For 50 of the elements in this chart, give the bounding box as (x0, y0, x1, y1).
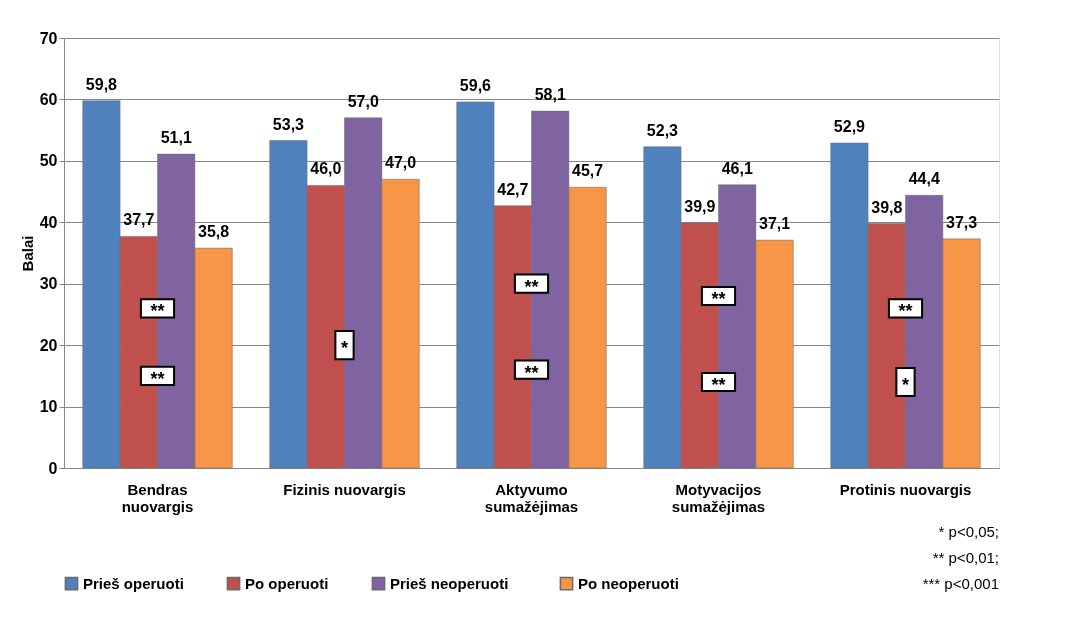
x-tick-label: Protinis nuovargis (839, 480, 972, 498)
annotation: * (340, 338, 349, 359)
data-label: 37,7 (123, 211, 155, 229)
data-label: 51,1 (160, 129, 192, 147)
data-label: 52,9 (833, 118, 866, 136)
text: *** p<0,001 (922, 575, 999, 592)
y-axis-title: Balai (18, 235, 36, 272)
y-tick-label: 20 (39, 336, 58, 354)
data-label: 57,0 (347, 92, 379, 110)
text: ** p<0,01; (932, 549, 999, 566)
text: * p<0,05; (938, 523, 999, 540)
y-tick-label: 40 (39, 213, 58, 231)
annotation: ** (898, 301, 913, 322)
y-tick-label: 10 (39, 398, 58, 416)
data-label: 59,6 (459, 76, 492, 94)
data-label: 58,1 (534, 86, 566, 104)
data-label: 46,1 (721, 159, 753, 177)
legend-label: Po neoperuoti (578, 574, 679, 592)
y-tick-label: 60 (39, 90, 58, 108)
data-label: 59,8 (85, 75, 118, 93)
data-label: 42,7 (497, 180, 529, 198)
legend-label: Prieš neoperuoti (390, 574, 509, 592)
data-label: 46,0 (310, 160, 342, 178)
data-label: 47,0 (385, 154, 417, 172)
annotation: * (901, 375, 910, 395)
y-tick-label: 30 (39, 275, 58, 293)
data-label: 52,3 (646, 121, 679, 139)
legend-label: Prieš operuoti (83, 574, 184, 592)
annotation: ** (711, 375, 726, 395)
data-label: 53,3 (272, 115, 305, 133)
x-tick-label: Bendras nuovargis (121, 480, 194, 515)
data-label: 37,3 (946, 213, 978, 231)
y-tick-label: 0 (48, 459, 58, 477)
data-label: 45,7 (572, 162, 604, 180)
x-tick-label: Aktyvumo sumažėjimas (484, 480, 579, 515)
x-tick-label: Fizinis nuovargis (283, 480, 406, 498)
data-label: 44,4 (908, 170, 940, 188)
annotation: ** (150, 301, 165, 322)
annotation: ** (150, 368, 165, 389)
data-label: 37,1 (759, 215, 791, 233)
y-tick-label: 50 (39, 152, 58, 170)
annotation: ** (524, 362, 539, 383)
annotation: ** (711, 289, 726, 309)
annotation: ** (524, 276, 539, 297)
data-label: 39,9 (684, 197, 716, 215)
data-label: 35,8 (198, 223, 230, 241)
legend-label: Po operuoti (245, 574, 329, 592)
data-label: 39,8 (871, 198, 903, 216)
y-tick-label: 70 (39, 29, 58, 47)
x-tick-label: Motyvacijos sumažėjimas (671, 480, 766, 515)
